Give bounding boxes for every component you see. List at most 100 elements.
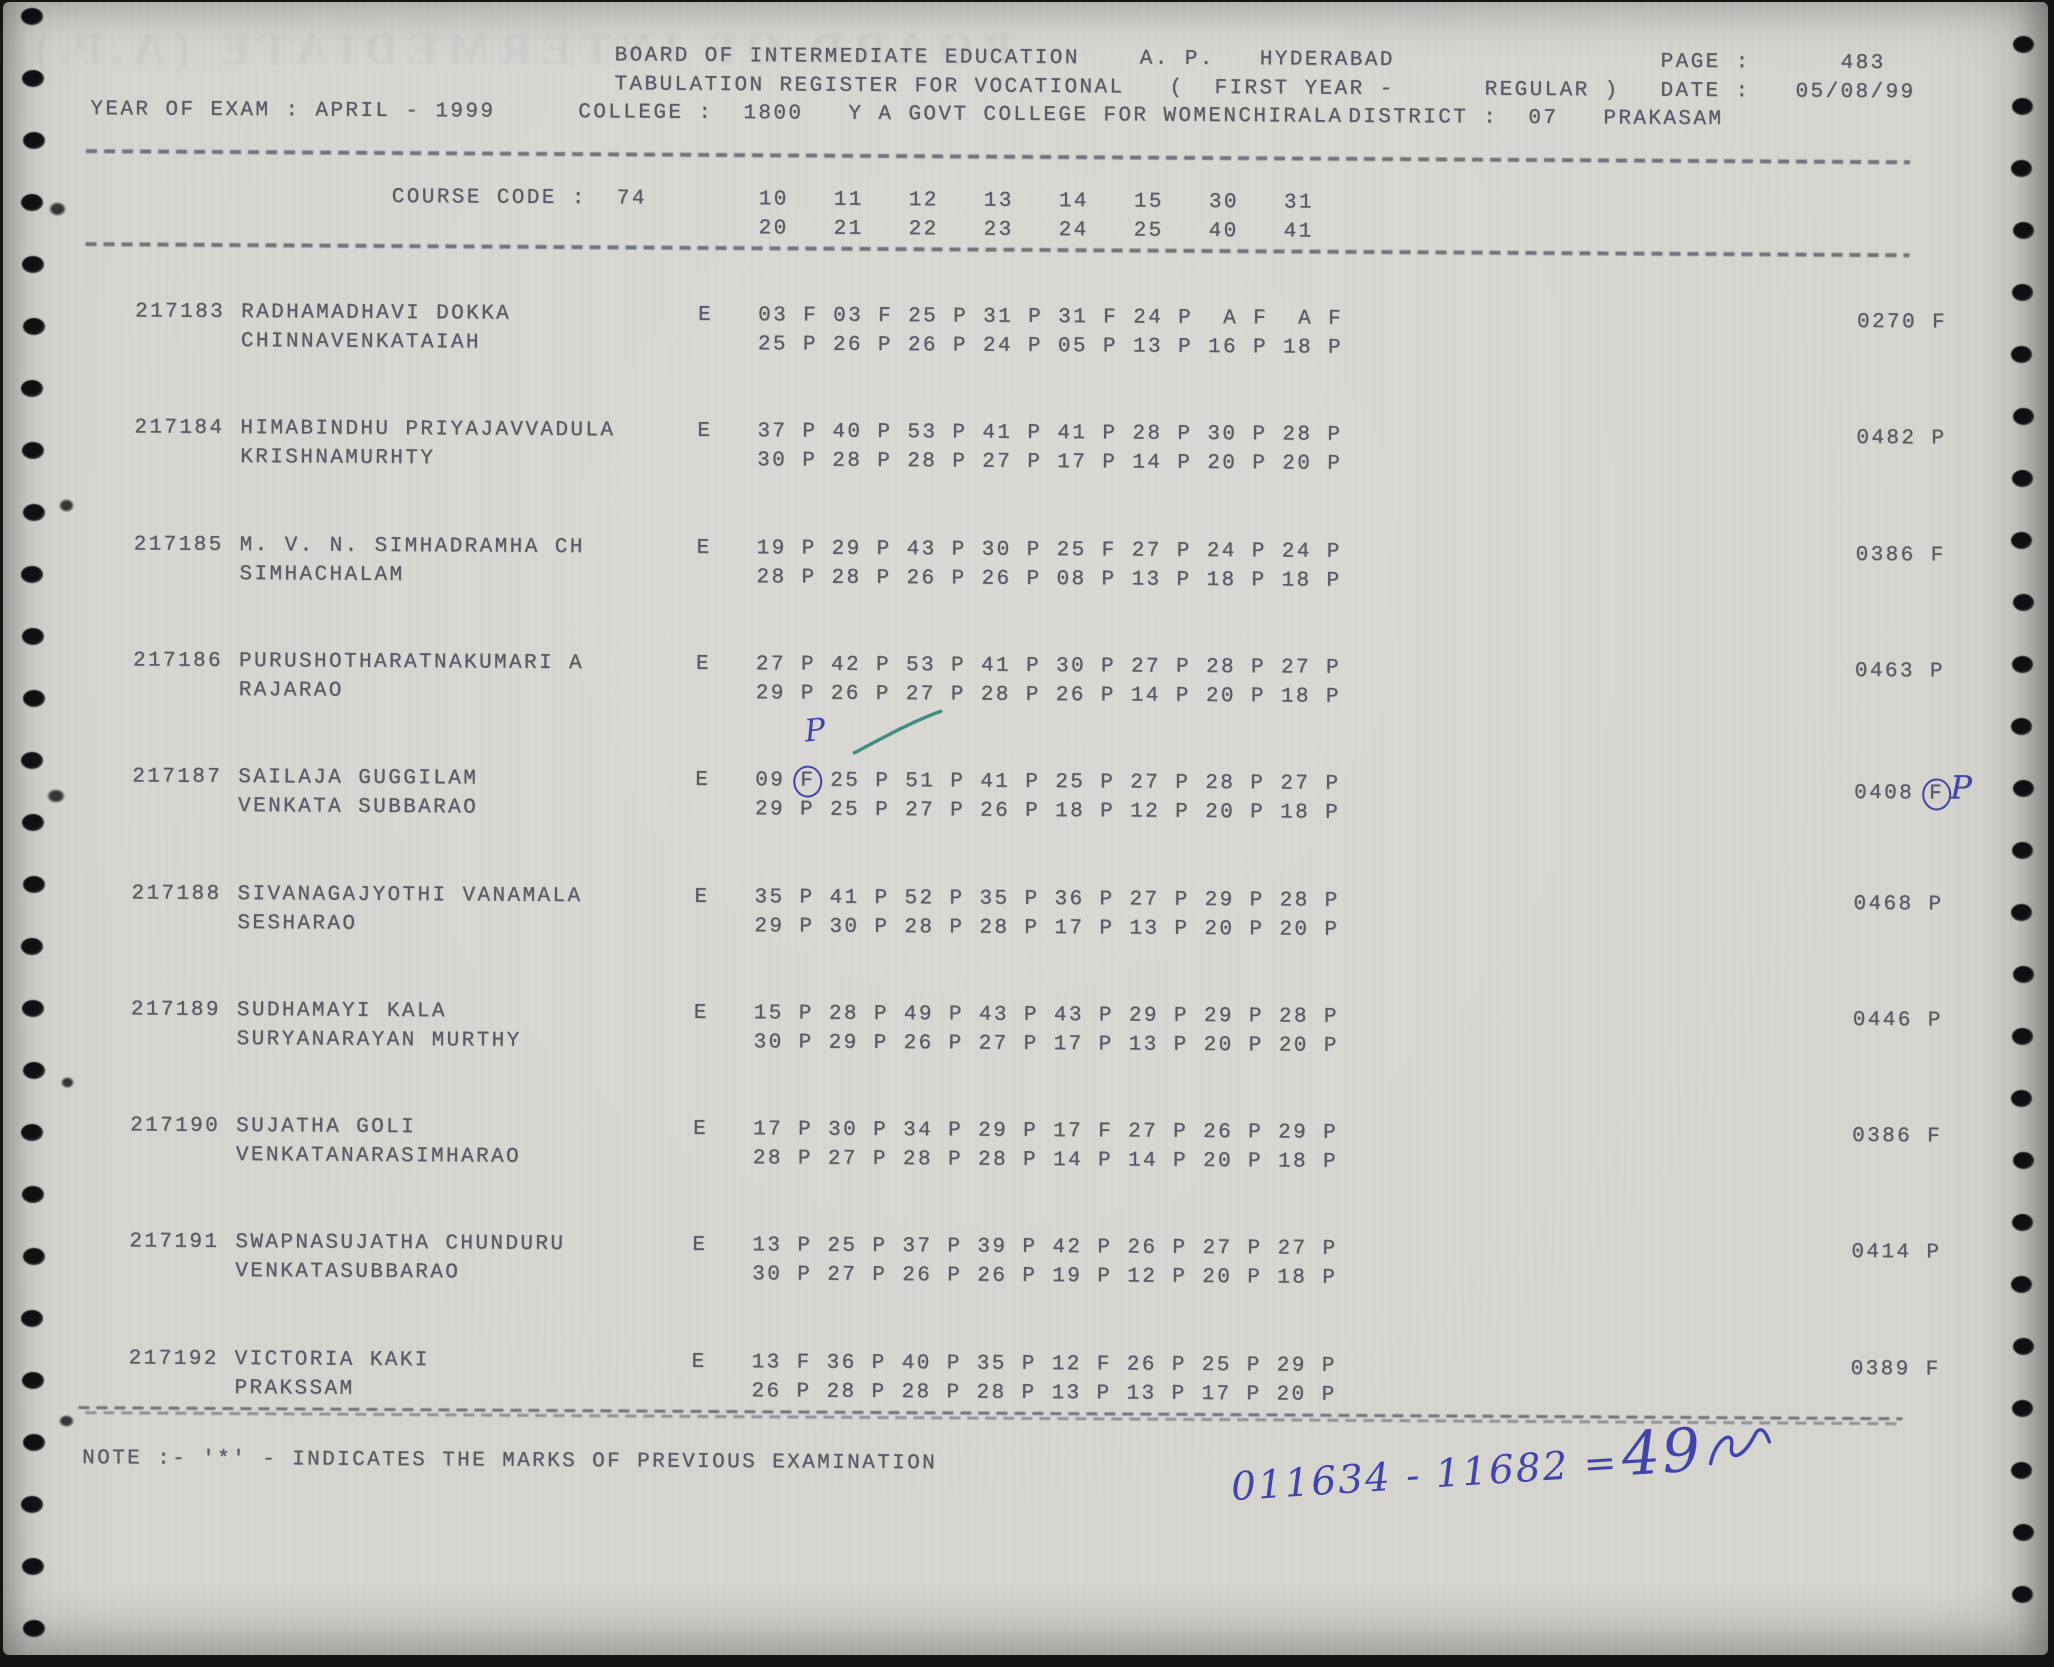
marks-line-2: 28 P 27 P 28 P 28 P 14 P 14 P 20 P 18 P xyxy=(752,1147,1339,1174)
marks-line-1: 35 P 41 P 52 P 35 P 36 P 27 P 29 P 28 P xyxy=(754,886,1340,913)
separator-line-top xyxy=(86,149,1911,165)
sprocket-hole xyxy=(23,1620,45,1637)
parent-name: SESHARAO xyxy=(237,912,358,936)
sprocket-hole xyxy=(2013,1338,2034,1355)
college-name: COLLEGE : 1800 Y A GOVT COLLEGE FOR WOME… xyxy=(578,101,1344,129)
sprocket-hole xyxy=(2011,904,2032,921)
marks-line-2: 29 P 25 P 27 P 26 P 18 P 12 P 20 P 18 P xyxy=(755,798,1341,825)
register-number: 217188 xyxy=(131,882,222,906)
marks-line-1: 09 F 25 P 51 P 41 P 25 P 27 P 28 P 27 P xyxy=(755,765,1340,799)
board-title: BOARD OF INTERMEDIATE EDUCATION A. P. HY… xyxy=(614,44,1395,73)
marks-line-1: 37 P 40 P 53 P 41 P 41 P 28 P 30 P 28 P xyxy=(757,420,1343,447)
marks-line-2: 26 P 28 P 28 P 28 P 13 P 13 P 17 P 20 P xyxy=(751,1380,1337,1407)
total-marks: 0389 F xyxy=(1850,1357,1941,1382)
register-number: 217183 xyxy=(135,300,226,324)
total-marks: 0463 P xyxy=(1854,659,1946,684)
year-of-exam: YEAR OF EXAM : APRIL - 1999 xyxy=(90,98,496,124)
sprocket-hole xyxy=(2011,160,2032,177)
sprocket-hole xyxy=(23,504,45,521)
sprocket-hole xyxy=(2012,1028,2033,1045)
ink-smudge xyxy=(59,499,74,512)
parent-name: PRAKSSAM xyxy=(234,1377,355,1401)
checkmark-annotation xyxy=(852,709,943,755)
footer-note: NOTE :- '*' - INDICATES THE MARKS OF PRE… xyxy=(82,1447,938,1476)
parent-name: SURYANARAYAN MURTHY xyxy=(236,1028,522,1053)
page-label: PAGE : xyxy=(1660,50,1751,75)
candidate-name: SAILAJA GUGGILAM xyxy=(238,766,479,791)
handwritten-p-annotation: P xyxy=(802,711,828,750)
register-row: 217189 SUDHAMAYI KALA SURYANARAYAN MURTHY E… xyxy=(3,2,2048,1057)
total-marks: 0468 P xyxy=(1853,892,1944,917)
sprocket-hole xyxy=(2012,470,2033,487)
parent-name: SIMHACHALAM xyxy=(239,563,405,588)
register-row: 217187 SAILAJA GUGGILAM VENKATA SUBBARAO E 0… xyxy=(3,2,2048,824)
sprocket-hole xyxy=(2012,842,2033,859)
sprocket-hole xyxy=(22,70,44,87)
sprocket-hole xyxy=(21,380,43,397)
sprocket-hole xyxy=(22,1372,44,1389)
ink-smudge xyxy=(61,1077,74,1088)
register-number: 217184 xyxy=(134,416,225,440)
register-number: 217185 xyxy=(133,533,224,557)
date-label: DATE : xyxy=(1660,79,1751,104)
district-name: DISTRICT : 07 PRAKASAM xyxy=(1348,105,1724,132)
sprocket-hole xyxy=(21,566,43,583)
marks-line-1: 27 P 42 P 53 P 41 P 30 P 27 P 28 P 27 P xyxy=(755,653,1342,680)
marks-line-2: 30 P 28 P 28 P 27 P 17 P 14 P 20 P 20 P xyxy=(757,449,1343,476)
sprocket-hole xyxy=(23,132,45,149)
parent-name: VENKATANARASIMHARAO xyxy=(235,1144,522,1169)
sprocket-hole xyxy=(22,628,44,645)
candidate-name: SUJATHA GOLI xyxy=(236,1115,417,1140)
parent-name: KRISHNAMURHTY xyxy=(240,446,436,471)
medium-code: E xyxy=(695,768,711,792)
sprocket-hole xyxy=(21,8,43,25)
date-value: 05/08/99 xyxy=(1795,80,1916,105)
sprocket-hole xyxy=(2012,284,2033,301)
parent-name: VENKATA SUBBARAO xyxy=(238,795,479,820)
subject-codes-row-2: 20 21 22 23 24 25 40 41 xyxy=(758,217,1314,244)
sprocket-hole xyxy=(2013,594,2034,611)
sprocket-hole xyxy=(2012,1586,2033,1603)
register-number: 217190 xyxy=(130,1114,221,1138)
register-row: 217188 SIVANAGAJYOTHI VANAMALA SESHARAO E 35… xyxy=(3,2,2048,941)
sprocket-hole xyxy=(22,442,44,459)
register-row: 217191 SWAPNASUJATHA CHUNDURU VENKATASUBBA… xyxy=(3,2,2048,1289)
sprocket-hole xyxy=(22,814,44,831)
sprocket-hole xyxy=(2011,1276,2032,1293)
medium-code: E xyxy=(691,1350,707,1374)
sprocket-hole xyxy=(2011,532,2032,549)
register-row: 217183 RADHAMADHAVI DOKKA CHINNAVENKATAIAH… xyxy=(3,2,2048,359)
marks-line-1: 15 P 28 P 49 P 43 P 43 P 29 P 29 P 28 P xyxy=(753,1002,1339,1029)
handwritten-result: P xyxy=(1950,768,1975,807)
candidate-name: SUDHAMAYI KALA xyxy=(236,999,447,1024)
sprocket-hole xyxy=(2011,718,2032,735)
candidate-name: M. V. N. SIMHADRAMHA CH xyxy=(239,534,585,560)
ink-smudge xyxy=(49,202,66,216)
ink-smudge xyxy=(47,789,65,803)
sprocket-hole xyxy=(22,1558,44,1575)
total-marks: 0482 P xyxy=(1856,426,1947,451)
medium-code: E xyxy=(692,1233,708,1257)
sprocket-hole xyxy=(2012,98,2033,115)
register-row: 217184 HIMABINDHU PRIYAJAVVADULA KRISHNAMU… xyxy=(3,2,2048,475)
sprocket-hole xyxy=(2012,656,2033,673)
register-number: 217186 xyxy=(132,649,224,673)
marks-line-2: 28 P 28 P 26 P 26 P 08 P 13 P 18 P 18 P xyxy=(756,566,1342,593)
marks-line-1: 13 P 25 P 37 P 39 P 42 P 26 P 27 P 27 P xyxy=(752,1234,1338,1261)
sprocket-hole xyxy=(23,1248,45,1265)
sprocket-hole xyxy=(21,1124,43,1141)
register-number: 217192 xyxy=(128,1347,219,1371)
medium-code: E xyxy=(693,1117,709,1141)
total-marks: 0446 P xyxy=(1852,1008,1943,1033)
medium-code: E xyxy=(695,652,712,676)
medium-code: E xyxy=(697,419,713,443)
sprocket-hole xyxy=(23,1062,45,1079)
marks-line-1: 19 P 29 P 43 P 30 P 25 F 27 P 24 P 24 P xyxy=(756,537,1342,564)
marks-line-1: 03 F 03 F 25 P 31 P 31 F 24 P A F A F xyxy=(758,304,1344,331)
candidate-name: SIVANAGAJYOTHI VANAMALA xyxy=(237,883,583,909)
parent-name: VENKATASUBBARAO xyxy=(235,1260,461,1285)
candidate-name: RADHAMADHAVI DOKKA xyxy=(241,301,512,326)
